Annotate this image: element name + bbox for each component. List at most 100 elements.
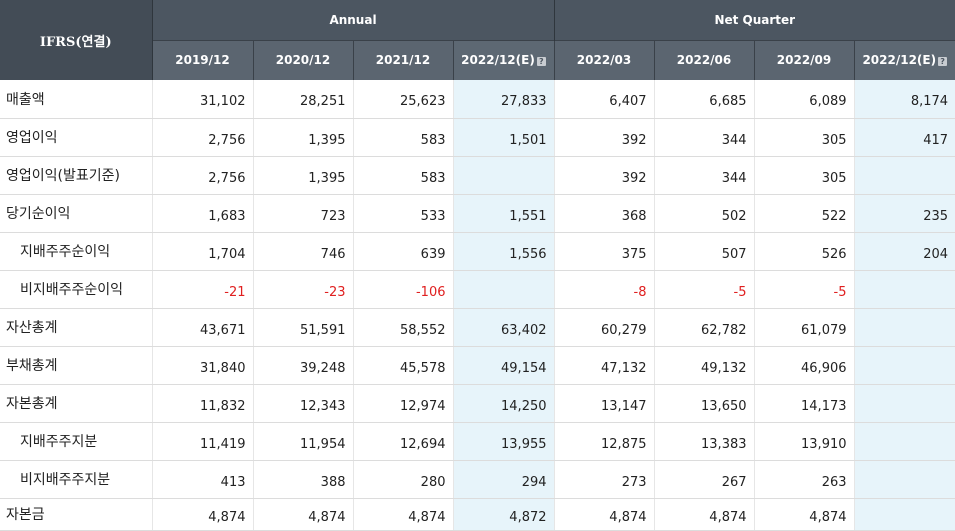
period-header: 2022/09 — [753, 39, 855, 80]
value-cell: 2,756 — [151, 118, 253, 157]
value-cell: 392 — [553, 156, 655, 195]
value-cell: 13,910 — [753, 422, 855, 461]
table-row: 부채총계 31,840 39,248 45,578 49,154 47,132 49,132… — [0, 346, 955, 385]
row-label: 자본총계 — [0, 384, 152, 423]
value-cell: 31,840 — [151, 346, 253, 385]
value-cell: -5 — [753, 270, 855, 309]
period-header: 2022/12(E)? — [452, 39, 555, 80]
period-label: 2021/12 — [375, 53, 431, 68]
value-cell: 13,147 — [553, 384, 655, 423]
table-row: 자산총계 43,671 51,591 58,552 63,402 60,279 62,782… — [0, 308, 955, 347]
value-cell: 6,407 — [553, 80, 655, 119]
value-cell: 6,685 — [653, 80, 755, 119]
value-cell: 4,874 — [151, 498, 253, 531]
value-cell: 61,079 — [753, 308, 855, 347]
value-cell: 375 — [553, 232, 655, 271]
value-cell: 4,872 — [452, 498, 555, 531]
corner-label: IFRS(연결) — [39, 34, 112, 50]
value-cell: 1,395 — [252, 156, 353, 195]
value-cell: 639 — [352, 232, 453, 271]
value-cell: 1,704 — [151, 232, 253, 271]
period-label: 2020/12 — [275, 53, 331, 68]
value-cell: 1,556 — [452, 232, 555, 271]
value-cell: 12,343 — [252, 384, 353, 423]
value-cell: -8 — [553, 270, 655, 309]
value-cell: 13,383 — [653, 422, 755, 461]
value-cell: 417 — [853, 118, 955, 157]
table-row: 지배주주지분 11,419 11,954 12,694 13,955 12,875 13,3… — [0, 422, 955, 461]
value-cell: 12,875 — [553, 422, 655, 461]
value-cell: 1,551 — [452, 194, 555, 233]
period-label: 2022/09 — [776, 53, 832, 68]
period-header: 2019/12 — [151, 39, 253, 80]
value-cell: 27,833 — [452, 80, 555, 119]
row-label: 비지배주주순이익 — [0, 270, 152, 309]
value-cell: 28,251 — [252, 80, 353, 119]
value-cell: -5 — [653, 270, 755, 309]
group-header-annual: Annual — [151, 0, 555, 40]
value-cell: 533 — [352, 194, 453, 233]
row-label: 부채총계 — [0, 346, 152, 385]
value-cell: 12,694 — [352, 422, 453, 461]
row-label: 자본금 — [0, 498, 152, 531]
value-cell: 526 — [753, 232, 855, 271]
value-cell: 62,782 — [653, 308, 755, 347]
value-cell — [853, 308, 955, 347]
value-cell: 235 — [853, 194, 955, 233]
value-cell: 507 — [653, 232, 755, 271]
table-row: 비지배주주지분 413 388 280 294 273 267 263 — [0, 460, 955, 499]
table-header: IFRS(연결) Annual Net Quarter 2019/12 2020/… — [0, 0, 955, 80]
row-label: 자산총계 — [0, 308, 152, 347]
value-cell — [853, 498, 955, 531]
group-header-net-quarter: Net Quarter — [553, 0, 955, 40]
period-label: 2022/06 — [676, 53, 732, 68]
value-cell: 1,683 — [151, 194, 253, 233]
value-cell: 583 — [352, 118, 453, 157]
value-cell: 263 — [753, 460, 855, 499]
corner-header: IFRS(연결) — [0, 0, 153, 80]
value-cell: 4,874 — [753, 498, 855, 531]
period-header: 2021/12 — [352, 39, 453, 80]
value-cell — [853, 384, 955, 423]
value-cell: 11,954 — [252, 422, 353, 461]
value-cell — [853, 156, 955, 195]
value-cell — [853, 270, 955, 309]
period-header-row: 2019/12 2020/12 2021/12 2022/12(E)? 2022/03 2… — [0, 39, 955, 80]
table-row: 당기순이익 1,683 723 533 1,551 368 502 522 235 — [0, 194, 955, 233]
value-cell: 294 — [452, 460, 555, 499]
value-cell: 8,174 — [853, 80, 955, 119]
value-cell: -106 — [352, 270, 453, 309]
value-cell: 204 — [853, 232, 955, 271]
value-cell: 11,419 — [151, 422, 253, 461]
row-label: 매출액 — [0, 80, 152, 119]
value-cell: 25,623 — [352, 80, 453, 119]
row-label: 비지배주주지분 — [0, 460, 152, 499]
period-header: 2022/06 — [653, 39, 755, 80]
period-label: 2019/12 — [175, 53, 230, 68]
value-cell: 388 — [252, 460, 353, 499]
value-cell — [853, 346, 955, 385]
value-cell: 58,552 — [352, 308, 453, 347]
period-header: 2020/12 — [252, 39, 353, 80]
value-cell: 1,395 — [252, 118, 353, 157]
question-icon[interactable]: ? — [536, 57, 546, 67]
table-row: 영업이익 2,756 1,395 583 1,501 392 344 305 417 — [0, 118, 955, 157]
table-row: 비지배주주순이익 -21 -23 -106 -8 -5 -5 — [0, 270, 955, 309]
value-cell: 746 — [252, 232, 353, 271]
period-header: 2022/03 — [553, 39, 655, 80]
table-body: 매출액 31,102 28,251 25,623 27,833 6,407 6,685 6,0… — [0, 80, 955, 531]
value-cell: 1,501 — [452, 118, 555, 157]
value-cell: 60,279 — [553, 308, 655, 347]
value-cell — [452, 156, 555, 195]
row-label: 영업이익 — [0, 118, 152, 157]
value-cell: 13,955 — [452, 422, 555, 461]
value-cell: 4,874 — [352, 498, 453, 531]
value-cell: 47,132 — [553, 346, 655, 385]
value-cell: 344 — [653, 118, 755, 157]
period-label: 2022/03 — [576, 53, 632, 68]
value-cell: 45,578 — [352, 346, 453, 385]
value-cell: 4,874 — [653, 498, 755, 531]
question-icon[interactable]: ? — [938, 57, 948, 67]
value-cell: 14,250 — [452, 384, 555, 423]
